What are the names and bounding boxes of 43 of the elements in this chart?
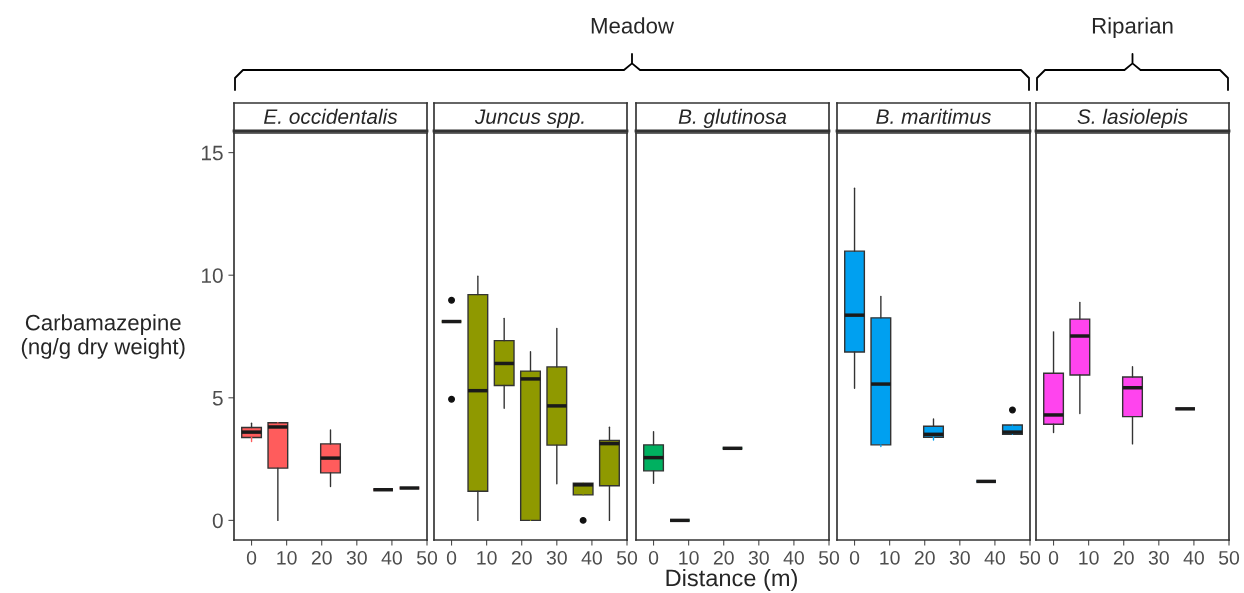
x-tick-label: 50 (1218, 550, 1240, 565)
x-tick-label: 10 (477, 550, 497, 565)
x-tick-label: 10 (1079, 550, 1099, 565)
chart-title: Juncus spp. (474, 109, 584, 129)
chart-title: B. glutinosa (678, 108, 787, 129)
x-tick-label: 30 (748, 550, 769, 565)
x-tick-label: 10 (277, 550, 297, 565)
x-tick-label: 20 (511, 550, 532, 565)
x-tick-label: 20 (1113, 550, 1134, 565)
x-tick-label: 30 (949, 550, 970, 565)
text: Riparian (1092, 17, 1173, 38)
x-tick-label: 40 (1183, 550, 1204, 565)
x-tick-label: 0 (1048, 550, 1059, 565)
x-tick-label: 40 (581, 550, 602, 565)
x-tick-label: 50 (818, 550, 840, 565)
x-tick-label: 0 (246, 550, 257, 565)
x-tick-label: 50 (616, 550, 638, 565)
y-tick-label: 10 (202, 268, 223, 283)
x-tick-label: 0 (446, 550, 457, 565)
y-axis-title: Carbamazepine (ng/g dry weight) (21, 314, 185, 359)
chart-title: S. lasiolepis (1077, 108, 1188, 129)
chart-title: E. occidentalis (263, 108, 398, 124)
x-tick-label: 10 (880, 550, 900, 565)
x-tick-label: 20 (311, 550, 332, 565)
x-tick-label: 20 (713, 550, 734, 565)
x-tick-label: 0 (849, 550, 860, 565)
x-tick-label: 30 (546, 550, 567, 565)
text: Meadow (591, 17, 675, 34)
x-tick-label: 30 (346, 550, 367, 565)
chart-title: B. maritimus (876, 108, 991, 124)
x-axis-title: Distance (m) (666, 568, 797, 591)
y-tick-label: 0 (212, 513, 223, 529)
x-tick-label: 20 (914, 550, 935, 565)
x-tick-label: 50 (1019, 550, 1041, 565)
y-tick-label: 5 (212, 391, 223, 406)
x-tick-label: 40 (984, 550, 1005, 565)
x-tick-label: 30 (1148, 550, 1169, 565)
x-tick-label: 0 (648, 550, 659, 565)
x-tick-label: 10 (679, 550, 699, 565)
x-tick-label: 50 (416, 550, 438, 565)
y-tick-label: 15 (202, 145, 223, 161)
x-tick-label: 40 (381, 550, 402, 565)
x-tick-label: 40 (783, 550, 804, 565)
